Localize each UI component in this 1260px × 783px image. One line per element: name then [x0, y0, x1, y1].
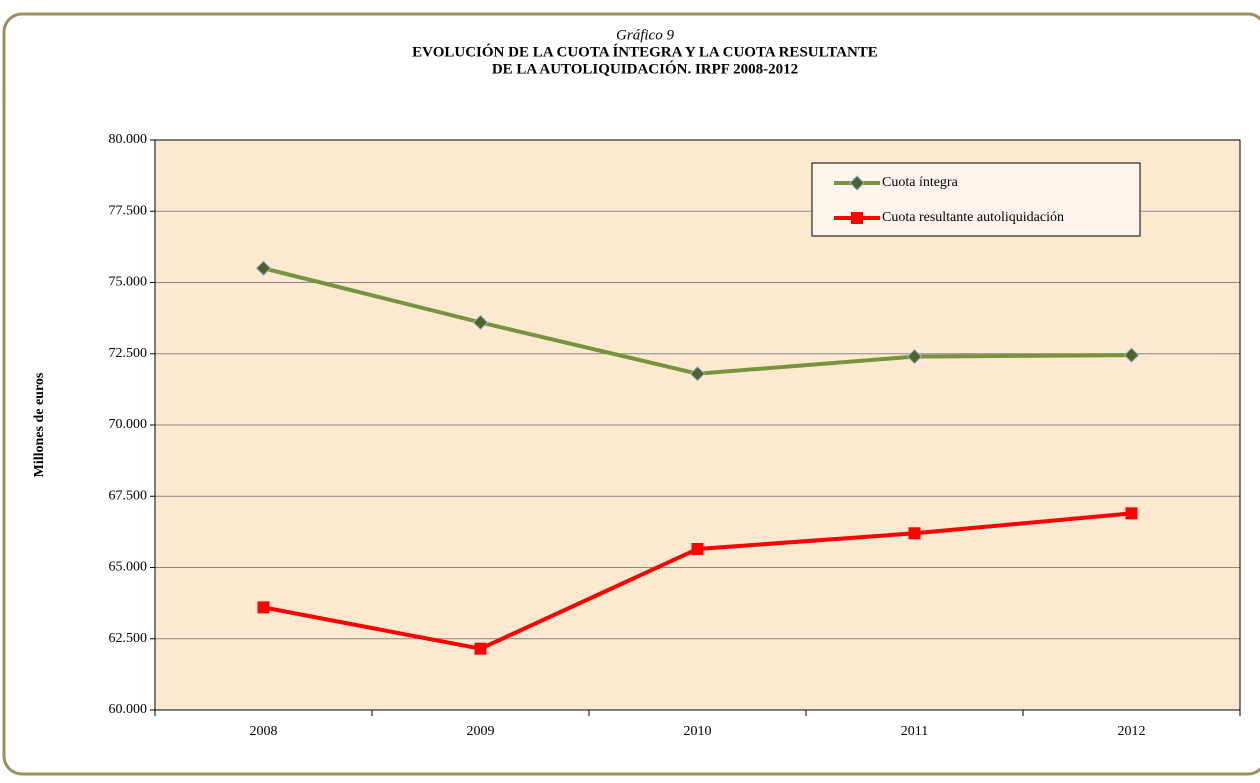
point	[474, 642, 487, 655]
y-tick-label: 65.000	[109, 560, 148, 575]
x-tick-label: 2009	[467, 724, 495, 739]
caption: Gráfico 9	[616, 27, 674, 43]
point	[255, 260, 272, 276]
point	[257, 601, 270, 614]
plot-border	[154, 139, 1241, 711]
y-tick-label: 60.000	[109, 702, 148, 717]
x-tick-label: 2008	[250, 724, 278, 739]
x-tick-label: 2011	[901, 724, 928, 739]
y-tick-label: 72.500	[109, 346, 148, 361]
legend	[811, 162, 1141, 237]
legend-marker	[849, 175, 865, 191]
y-tick-label: 70.000	[109, 417, 148, 432]
point	[472, 314, 489, 331]
point	[1123, 347, 1140, 363]
legend-label: Cuota íntegra	[882, 175, 959, 190]
y-tick-label: 75.000	[109, 275, 148, 290]
x-tick-label: 2010	[684, 724, 712, 739]
y-tick-label: 80.000	[109, 132, 148, 147]
point	[906, 348, 923, 365]
point	[908, 527, 921, 540]
x-tick-label: 2012	[1118, 724, 1146, 739]
y-tick-label: 67.500	[109, 488, 148, 503]
chart-title: EVOLUCIÓN DE LA CUOTA ÍNTEGRA Y LA CUOTA…	[412, 43, 878, 60]
legend-label: Cuota resultante autoliquidación	[882, 210, 1064, 225]
legend-marker	[851, 212, 863, 224]
point	[689, 365, 706, 382]
point	[1125, 507, 1138, 520]
chart-title: DE LA AUTOLIQUIDACIÓN. IRPF 2008-2012	[492, 60, 798, 77]
y-axis-label: Millones de euros	[32, 372, 47, 477]
y-tick-label: 62.500	[109, 631, 148, 646]
point	[691, 542, 704, 555]
y-tick-label: 77.500	[109, 203, 148, 218]
